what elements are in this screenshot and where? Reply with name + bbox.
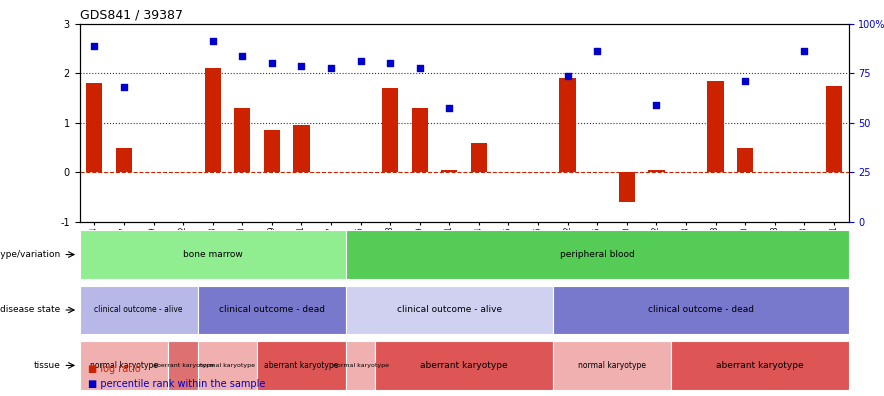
Bar (441, 170, 457, 172)
Bar (471, 143, 487, 172)
Bar (234, 108, 250, 172)
Text: aberrant karyotype: aberrant karyotype (716, 361, 804, 370)
Point (442, 105, 456, 111)
Text: peripheral blood: peripheral blood (560, 250, 635, 259)
Text: normal karyotype: normal karyotype (200, 363, 255, 368)
Text: clinical outcome - dead: clinical outcome - dead (648, 305, 754, 314)
Point (206, 38, 220, 44)
Text: tissue: tissue (34, 361, 60, 370)
Text: aberrant karyotype: aberrant karyotype (420, 361, 508, 370)
Bar (412, 108, 428, 172)
Point (117, 84, 131, 90)
Bar (707, 81, 724, 172)
Point (294, 63, 309, 69)
Bar (204, 68, 221, 172)
Bar (560, 78, 575, 172)
Text: genotype/variation: genotype/variation (0, 250, 60, 259)
Bar (826, 86, 842, 172)
Bar (619, 172, 635, 202)
Bar (80, 230, 346, 279)
Bar (376, 341, 552, 390)
Point (324, 65, 338, 71)
Point (354, 58, 368, 64)
Bar (198, 341, 257, 390)
Text: GDS841 / 39387: GDS841 / 39387 (80, 8, 183, 21)
Point (383, 60, 397, 67)
Text: disease state: disease state (0, 305, 60, 314)
Bar (552, 341, 671, 390)
Text: clinical outcome - alive: clinical outcome - alive (397, 305, 502, 314)
Bar (80, 341, 168, 390)
Point (649, 102, 663, 109)
Text: clinical outcome - alive: clinical outcome - alive (95, 305, 183, 314)
Point (265, 60, 279, 67)
Text: normal karyotype: normal karyotype (90, 361, 158, 370)
Bar (346, 286, 552, 334)
Text: normal karyotype: normal karyotype (332, 363, 389, 368)
Bar (346, 341, 376, 390)
Point (560, 72, 575, 79)
Bar (116, 147, 132, 172)
Point (797, 48, 812, 54)
Text: clinical outcome - dead: clinical outcome - dead (219, 305, 324, 314)
Text: normal karyotype: normal karyotype (578, 361, 646, 370)
Point (235, 53, 249, 59)
Text: bone marrow: bone marrow (183, 250, 242, 259)
Bar (168, 341, 198, 390)
Bar (648, 170, 665, 172)
Point (591, 48, 605, 54)
Point (88, 43, 102, 49)
Bar (263, 130, 280, 172)
Bar (198, 286, 346, 334)
Point (413, 65, 427, 71)
Bar (87, 83, 103, 172)
Bar (552, 286, 849, 334)
Bar (382, 88, 399, 172)
Text: aberrant karyotype: aberrant karyotype (153, 363, 214, 368)
Text: ■ percentile rank within the sample: ■ percentile rank within the sample (88, 379, 266, 389)
Bar (671, 341, 849, 390)
Bar (346, 230, 849, 279)
Bar (80, 286, 198, 334)
Point (738, 78, 752, 84)
Bar (257, 341, 346, 390)
Bar (737, 147, 753, 172)
Text: aberrant karyotype: aberrant karyotype (264, 361, 339, 370)
Bar (293, 125, 309, 172)
Text: ■ log ratio: ■ log ratio (88, 364, 141, 374)
